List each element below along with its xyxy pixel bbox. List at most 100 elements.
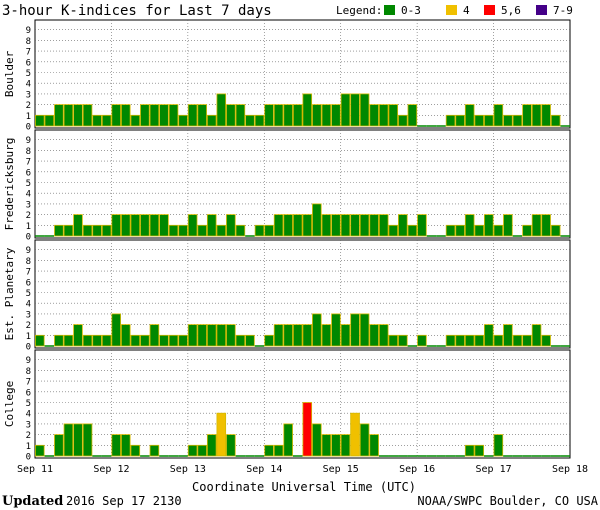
bar	[54, 104, 64, 127]
bar	[101, 114, 112, 127]
bar	[130, 334, 141, 347]
y-tick-label: 5	[26, 69, 31, 79]
bar	[130, 444, 141, 457]
bar	[111, 313, 121, 347]
bar	[111, 104, 121, 127]
legend-swatch-2	[484, 5, 495, 15]
y-tick-label: 4	[26, 300, 31, 310]
bar	[312, 104, 322, 127]
bar	[264, 444, 274, 457]
x-tick-label: Sep 17	[476, 464, 512, 475]
bar	[140, 104, 150, 127]
y-tick-label: 7	[26, 268, 31, 278]
bar	[168, 334, 179, 347]
bar	[63, 423, 74, 457]
y-tick-label: 2	[26, 101, 31, 111]
bar	[493, 334, 504, 347]
bar	[149, 104, 160, 127]
y-tick-label: 4	[26, 410, 31, 420]
bar	[378, 104, 389, 127]
y-tick-label: 5	[26, 399, 31, 409]
x-tick-label: Sep 15	[323, 464, 359, 475]
bar	[503, 214, 513, 237]
bar	[111, 434, 121, 457]
bar	[264, 224, 274, 237]
legend-swatch-3	[536, 5, 547, 15]
y-tick-label: 0	[26, 233, 31, 243]
bar	[493, 434, 504, 457]
legend-swatch-0	[384, 5, 395, 15]
bar	[101, 224, 112, 237]
bar	[321, 214, 332, 237]
bar	[120, 434, 131, 457]
y-tick-label: 9	[26, 26, 31, 36]
bar	[206, 114, 217, 127]
bar	[331, 104, 341, 127]
x-tick-label: Sep 11	[17, 464, 53, 475]
bar	[369, 214, 379, 237]
bar	[140, 214, 150, 237]
bar	[35, 334, 45, 347]
bar	[531, 104, 542, 127]
legend-text-2: 5,6	[501, 4, 521, 17]
bar	[474, 224, 485, 237]
bar	[283, 104, 293, 127]
legend: 0-3 4 5,6 7-9	[384, 4, 573, 17]
bar	[340, 214, 351, 237]
legend-text-0: 0-3	[401, 4, 421, 17]
bar	[159, 214, 169, 237]
bar	[82, 423, 93, 457]
source-credit: NOAA/SWPC Boulder, CO USA	[417, 494, 598, 508]
bar	[130, 214, 141, 237]
y-tick-label: 8	[26, 37, 31, 47]
y-tick-label: 7	[26, 378, 31, 388]
bar	[445, 114, 456, 127]
bar	[531, 214, 542, 237]
bar	[273, 214, 284, 237]
bar	[484, 324, 494, 347]
bar	[159, 334, 169, 347]
y-tick-label: 2	[26, 321, 31, 331]
x-tick-label: Sep 12	[93, 464, 129, 475]
bar	[206, 214, 217, 237]
bar	[82, 224, 93, 237]
bar	[206, 434, 217, 457]
bar	[340, 93, 351, 127]
bar	[378, 214, 389, 237]
bar	[350, 412, 360, 457]
bar	[226, 104, 236, 127]
bar	[464, 214, 475, 237]
y-tick-label: 9	[26, 356, 31, 366]
y-tick-label: 1	[26, 332, 31, 342]
y-tick-label: 1	[26, 112, 31, 122]
bar	[235, 104, 246, 127]
x-axis-label: Coordinate Universal Time (UTC)	[192, 480, 416, 494]
bar	[464, 334, 475, 347]
bar	[159, 104, 169, 127]
x-tick-label: Sep 18	[552, 464, 588, 475]
bar	[321, 324, 332, 347]
y-tick-label: 1	[26, 222, 31, 232]
bar	[92, 224, 102, 237]
bar	[168, 104, 179, 127]
bar	[235, 334, 246, 347]
bar	[398, 214, 408, 237]
bar	[197, 324, 207, 347]
bar	[474, 114, 485, 127]
bar	[359, 214, 370, 237]
bar	[474, 444, 485, 457]
y-tick-label: 2	[26, 211, 31, 221]
bar	[63, 334, 74, 347]
y-tick-label: 4	[26, 190, 31, 200]
bar	[455, 114, 465, 127]
bar	[73, 423, 83, 457]
bar	[321, 434, 332, 457]
bar	[302, 402, 313, 457]
bar	[445, 334, 456, 347]
bar	[331, 434, 341, 457]
bar	[254, 224, 265, 237]
bar	[44, 114, 55, 127]
bar	[350, 93, 360, 127]
bar	[369, 434, 379, 457]
